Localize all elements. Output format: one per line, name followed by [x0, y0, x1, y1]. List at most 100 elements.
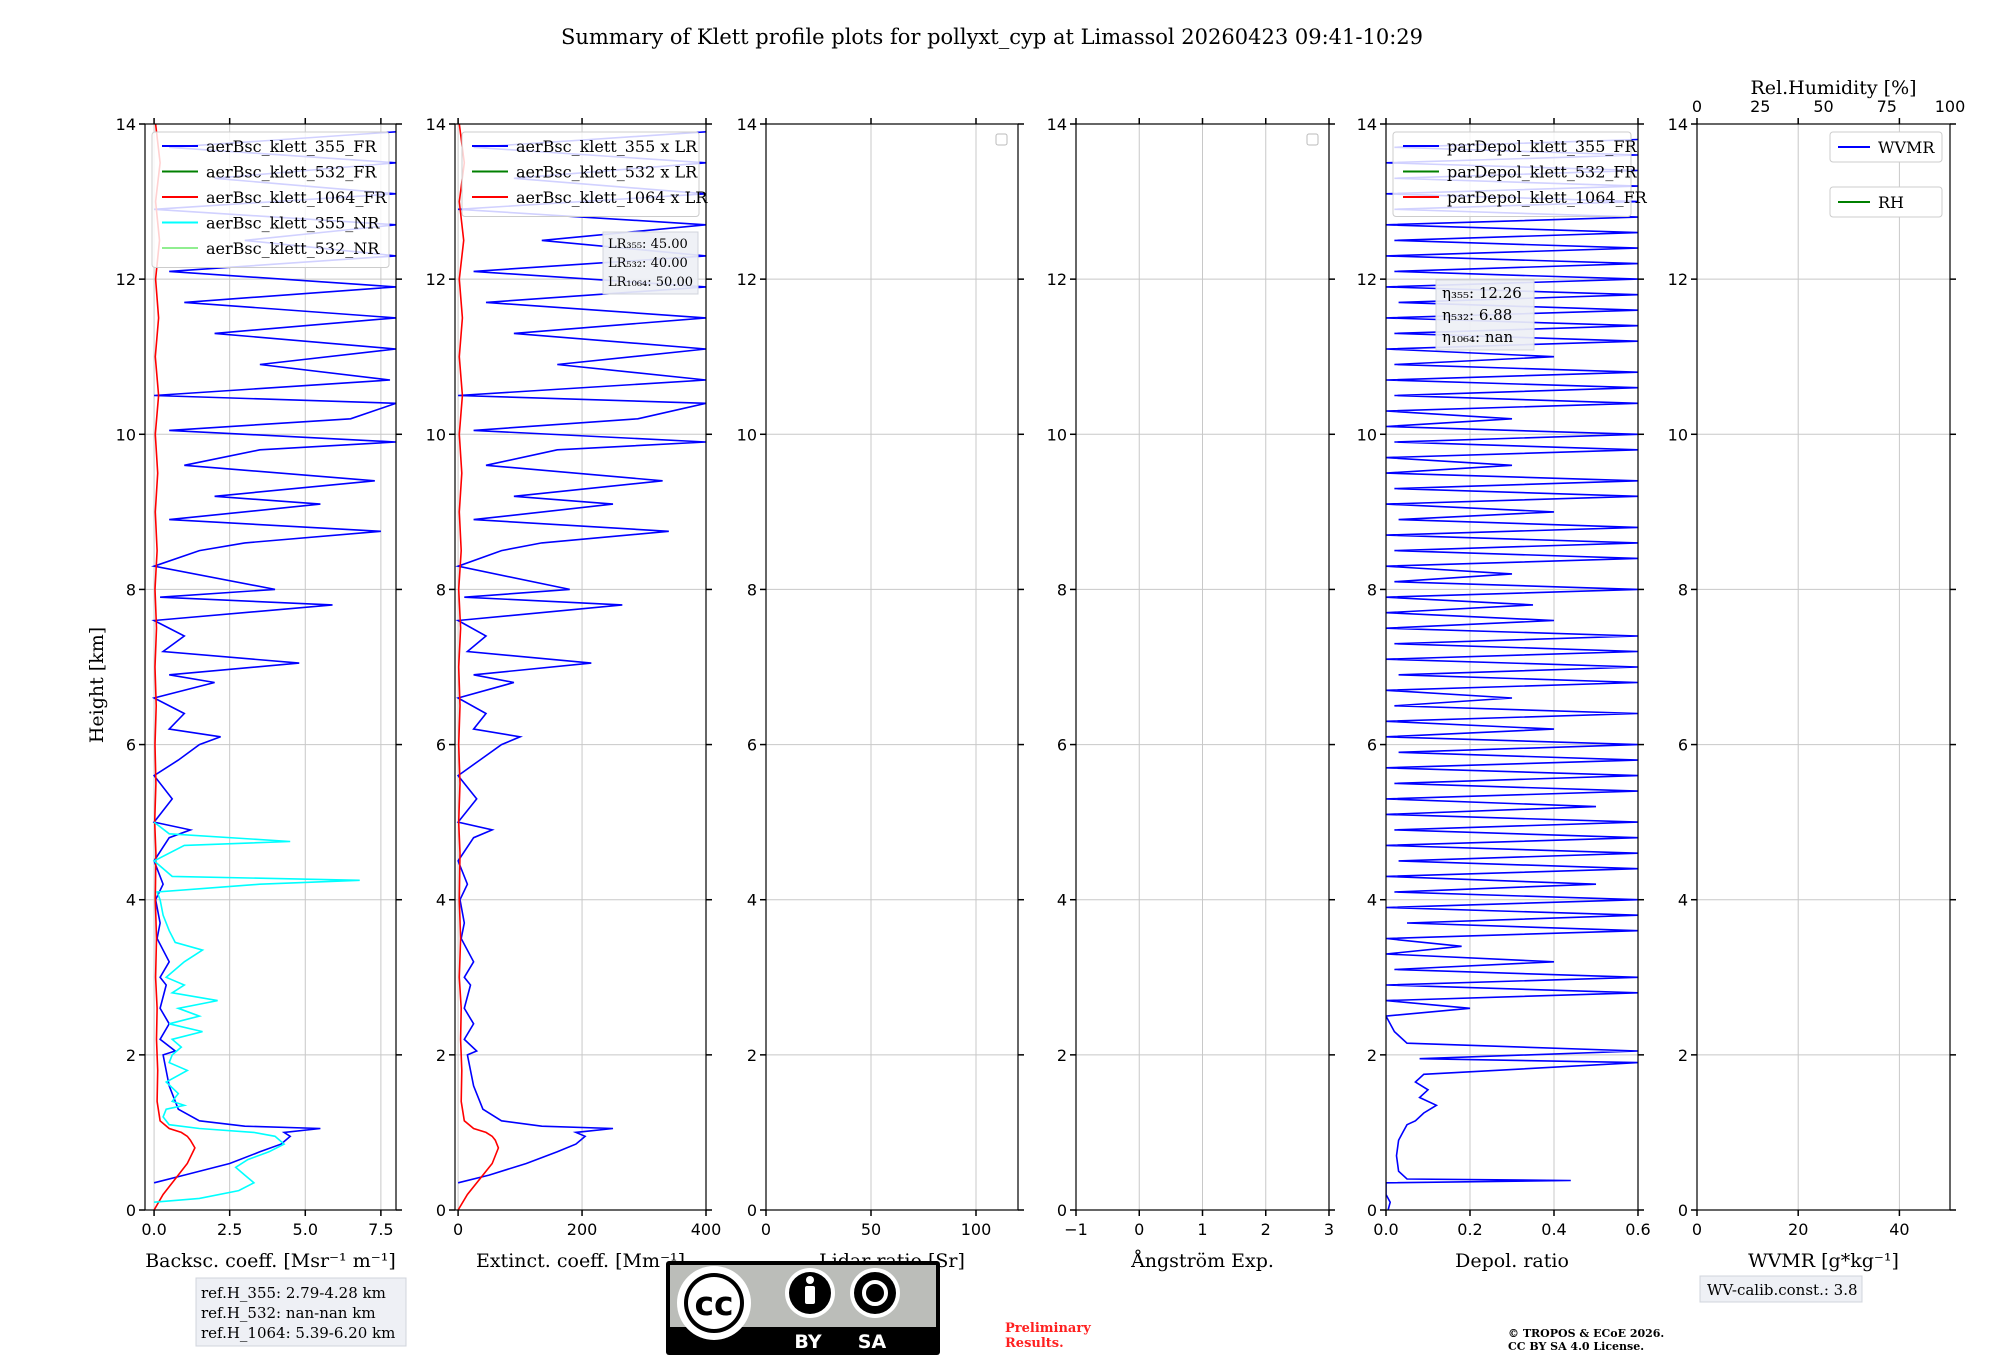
sa-label: SA: [858, 1331, 887, 1353]
results-label: Results.: [1005, 1336, 1064, 1351]
legend-label-aerBsc_klett_532_FR: aerBsc_klett_532_FR: [206, 163, 377, 182]
axes-frame: [454, 123, 707, 1211]
x-tick-label: 2.5: [217, 1220, 242, 1239]
lidar-ratio-box: [602, 231, 699, 295]
figure-title: Summary of Klett profile plots for polly…: [561, 25, 1423, 49]
legend-box: [151, 131, 390, 268]
axes-frame: [1385, 123, 1639, 1211]
legend-label-aerBsc_klett_1064_FR: aerBsc_klett_1064_FR: [206, 188, 388, 207]
panel-1: 0 2 4 6 8 10 12 14 0.0 2.5 5.0 7.5 Backsc. coeff. [M…: [116, 115, 402, 1272]
top-x-axis-label: Rel.Humidity [%]: [1750, 77, 1916, 99]
panel-3: 02468101214050100Lidar ratio [Sr]: [737, 115, 1024, 1272]
lidar-ratio-label: LR₃₅₅: 45.00: [608, 237, 688, 252]
y-tick-label: 10: [1357, 425, 1377, 444]
legend-label-aerBsc_klett_355_NR: aerBsc_klett_355_NR: [206, 214, 380, 233]
series-group: [151, 124, 396, 1210]
y-tick-label: 4: [1367, 891, 1377, 910]
y-tick-label: 14: [1668, 115, 1688, 134]
axes-frame: [765, 123, 1019, 1211]
y-tick-label: 2: [436, 1046, 446, 1065]
x-tick-label: 7.5: [368, 1220, 393, 1239]
eta-label: η₃₅₅: 12.26: [1442, 284, 1522, 302]
x-tick-label: 0: [1692, 1220, 1702, 1239]
y-tick-label: 6: [126, 736, 136, 755]
y-tick-label: 14: [1047, 115, 1067, 134]
lidar-ratio-label: LR₅₃₂: 40.00: [608, 256, 688, 271]
y-tick-label: 12: [737, 270, 757, 289]
y-tick-label: 8: [1057, 580, 1067, 599]
x-axis-label: Extinct. coeff. [Mm⁻¹]: [476, 1250, 685, 1272]
y-tick-label: 8: [1678, 580, 1688, 599]
x-tick-label: 0: [1134, 1220, 1144, 1239]
top-x-tick-label: 50: [1813, 97, 1833, 116]
legend-label-WVMR: WVMR: [1878, 138, 1935, 157]
wv-calib-box: WV-calib.const.: 3.8: [1699, 1275, 1863, 1303]
y-tick-label: 10: [116, 425, 136, 444]
legend-label-aerBsc_klett_355_FR: aerBsc_klett_355_FR: [206, 137, 377, 156]
y-tick-label: 14: [426, 115, 446, 134]
legend-label-parDepol_klett_355_FR: parDepol_klett_355_FR: [1447, 137, 1638, 156]
x-tick-label: 100: [961, 1220, 992, 1239]
x-tick-label: 0: [453, 1220, 463, 1239]
legend-label-parDepol_klett_1064_FR: parDepol_klett_1064_FR: [1447, 188, 1648, 207]
copyright-line-1: © TROPOS & ECoE 2026.: [1508, 1327, 1664, 1340]
y-tick-label: 10: [737, 425, 757, 444]
x-tick-label: 0.4: [1541, 1220, 1566, 1239]
y-tick-label: 0: [1678, 1201, 1688, 1220]
y-tick-label: 4: [1678, 891, 1688, 910]
y-tick-label: 12: [116, 270, 136, 289]
y-tick-label: 4: [1057, 891, 1067, 910]
y-tick-label: 8: [126, 580, 136, 599]
wv-calib-const: WV-calib.const.: 3.8: [1707, 1281, 1858, 1299]
y-tick-label: 8: [1367, 580, 1377, 599]
y-tick-label: 14: [116, 115, 136, 134]
legend-label-RH: RH: [1878, 193, 1904, 212]
x-tick-label: 0.0: [1373, 1220, 1398, 1239]
x-tick-label: 2: [1261, 1220, 1271, 1239]
ref-height-1064: ref.H_1064: 5.39-6.20 km: [201, 1324, 395, 1342]
legend-box: [1829, 186, 1943, 218]
legend-label-aerBsc_klett_1064 x LR: aerBsc_klett_1064 x LR: [516, 188, 708, 207]
x-tick-label: 3: [1324, 1220, 1334, 1239]
x-tick-label: 1: [1197, 1220, 1207, 1239]
y-tick-label: 12: [1047, 270, 1067, 289]
y-axis-label: Height [km]: [86, 627, 108, 743]
y-tick-label: 4: [436, 891, 446, 910]
y-tick-label: 2: [1678, 1046, 1688, 1065]
legend-label-aerBsc_klett_355 x LR: aerBsc_klett_355 x LR: [516, 137, 698, 156]
empty-legend-box: [995, 133, 1008, 146]
x-tick-label: 5.0: [293, 1220, 318, 1239]
x-tick-label: 200: [567, 1220, 598, 1239]
axes-frame: [144, 123, 397, 1211]
x-tick-label: 20: [1788, 1220, 1808, 1239]
y-tick-label: 0: [747, 1201, 757, 1220]
y-tick-label: 0: [126, 1201, 136, 1220]
y-tick-label: 2: [747, 1046, 757, 1065]
preliminary-label: Preliminary: [1005, 1321, 1091, 1336]
y-tick-label: 8: [436, 580, 446, 599]
legend-label-parDepol_klett_532_FR: parDepol_klett_532_FR: [1447, 163, 1638, 182]
x-axis-label: Backsc. coeff. [Msr⁻¹ m⁻¹]: [145, 1250, 396, 1272]
x-tick-label: −1: [1064, 1220, 1088, 1239]
y-tick-label: 14: [737, 115, 757, 134]
top-x-tick-label: 25: [1750, 97, 1770, 116]
eta-label: η₁₀₆₄: nan: [1442, 328, 1513, 346]
eta-label: η₅₃₂: 6.88: [1442, 306, 1512, 324]
x-tick-label: 0.2: [1457, 1220, 1482, 1239]
y-tick-label: 6: [747, 736, 757, 755]
y-tick-label: 0: [436, 1201, 446, 1220]
ref-height-box: ref.H_355: 2.79-4.28 km ref.H_532: nan-n…: [195, 1277, 407, 1347]
legend-box: [1392, 131, 1632, 217]
top-x-tick-label: 100: [1935, 97, 1966, 116]
cc-license-badge: cc BY SA: [666, 1261, 940, 1355]
series-group: [455, 124, 706, 1210]
x-tick-label: 400: [691, 1220, 722, 1239]
y-tick-label: 10: [1668, 425, 1688, 444]
y-tick-label: 6: [1678, 736, 1688, 755]
copyright-line-2: CC BY SA 4.0 License.: [1508, 1340, 1644, 1353]
panel-2: 0 2 4 6 8 10 12 14 0 200 400 Extinct. coeff. [Mm⁻¹]…: [426, 115, 722, 1272]
top-x-tick-label: 0: [1692, 97, 1702, 116]
